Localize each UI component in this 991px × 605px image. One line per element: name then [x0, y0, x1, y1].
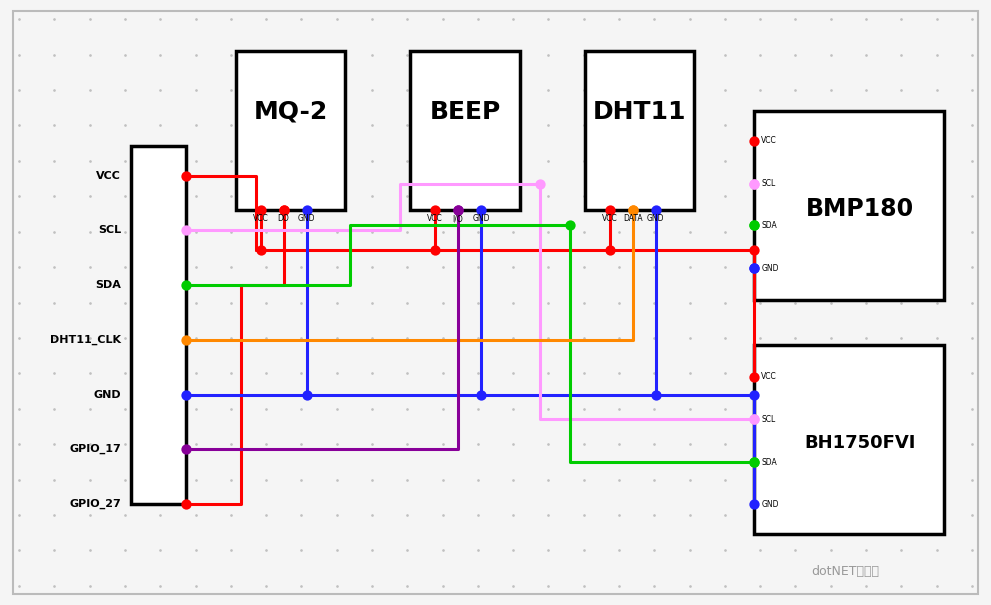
Point	[746, 457, 762, 467]
Text: VCC: VCC	[602, 214, 617, 223]
Text: GND: GND	[473, 214, 490, 223]
Point	[648, 390, 664, 399]
Point	[746, 178, 762, 188]
Text: MQ-2: MQ-2	[254, 100, 328, 123]
Text: VCC: VCC	[761, 136, 777, 145]
Point	[746, 263, 762, 273]
Point	[473, 206, 489, 215]
Text: dotNET跨平台: dotNET跨平台	[811, 565, 879, 578]
Text: SDA: SDA	[761, 458, 777, 467]
Point	[746, 414, 762, 424]
Text: GPIO_27: GPIO_27	[69, 499, 121, 509]
Text: VCC: VCC	[253, 214, 269, 223]
Point	[746, 246, 762, 255]
Point	[298, 390, 314, 399]
Text: DHT11_CLK: DHT11_CLK	[51, 335, 121, 345]
Point	[178, 171, 194, 180]
Point	[624, 206, 640, 215]
Point	[648, 206, 664, 215]
Point	[178, 280, 194, 290]
Point	[746, 178, 762, 188]
Point	[562, 220, 578, 230]
Point	[178, 226, 194, 235]
Text: VCC: VCC	[427, 214, 443, 223]
FancyBboxPatch shape	[410, 51, 520, 211]
Text: GND: GND	[761, 264, 779, 273]
FancyBboxPatch shape	[585, 51, 695, 211]
Point	[746, 220, 762, 230]
Text: VCC: VCC	[761, 372, 777, 381]
Text: SCL: SCL	[761, 415, 776, 424]
Text: GPIO_17: GPIO_17	[69, 444, 121, 454]
Text: BMP180: BMP180	[807, 197, 915, 221]
Point	[178, 499, 194, 509]
Point	[532, 178, 548, 188]
Point	[298, 206, 314, 215]
Point	[746, 263, 762, 273]
Text: GND: GND	[647, 214, 664, 223]
FancyBboxPatch shape	[236, 51, 346, 211]
Point	[746, 220, 762, 230]
Point	[450, 206, 466, 215]
Text: BEEP: BEEP	[429, 100, 500, 123]
Point	[746, 136, 762, 146]
Text: SCL: SCL	[761, 179, 776, 188]
Point	[450, 206, 466, 215]
Point	[624, 206, 640, 215]
Text: DHT11: DHT11	[593, 100, 687, 123]
Text: SDA: SDA	[95, 280, 121, 290]
Point	[746, 372, 762, 382]
Text: BH1750FVI: BH1750FVI	[805, 434, 916, 452]
Point	[253, 206, 269, 215]
Point	[178, 335, 194, 345]
Text: GND: GND	[297, 214, 315, 223]
Point	[275, 206, 291, 215]
Point	[602, 206, 617, 215]
Point	[746, 390, 762, 399]
Text: VCC: VCC	[96, 171, 121, 180]
Point	[746, 414, 762, 424]
Point	[746, 499, 762, 509]
Text: SDA: SDA	[761, 221, 777, 230]
Point	[602, 246, 617, 255]
Point	[253, 246, 269, 255]
Text: SCL: SCL	[98, 225, 121, 235]
Text: I/O: I/O	[453, 214, 464, 223]
Point	[178, 390, 194, 399]
FancyBboxPatch shape	[754, 111, 943, 300]
Point	[275, 206, 291, 215]
Text: GND: GND	[93, 390, 121, 399]
Point	[427, 246, 443, 255]
Point	[746, 457, 762, 467]
FancyBboxPatch shape	[131, 146, 186, 504]
Text: GND: GND	[761, 500, 779, 509]
Point	[427, 206, 443, 215]
Point	[473, 390, 489, 399]
Text: DATA: DATA	[622, 214, 642, 223]
Text: DO: DO	[277, 214, 289, 223]
FancyBboxPatch shape	[754, 345, 943, 534]
Point	[178, 445, 194, 454]
